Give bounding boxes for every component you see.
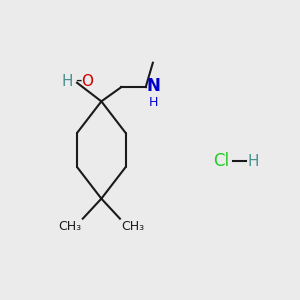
- Text: H: H: [149, 97, 158, 110]
- Text: N: N: [146, 76, 160, 94]
- Text: H: H: [247, 154, 259, 169]
- Text: O: O: [81, 74, 93, 89]
- Text: Cl: Cl: [213, 152, 229, 170]
- Text: CH₃: CH₃: [58, 220, 81, 233]
- Text: H: H: [61, 74, 73, 89]
- Text: CH₃: CH₃: [122, 220, 145, 233]
- Text: -: -: [75, 71, 81, 89]
